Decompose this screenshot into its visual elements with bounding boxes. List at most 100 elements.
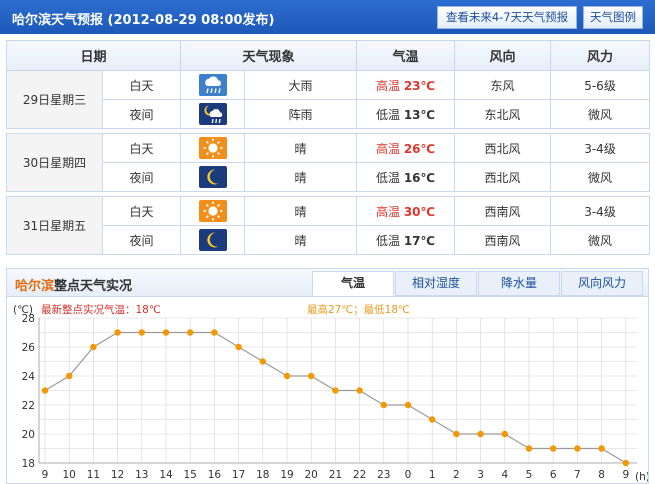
city-name: 哈尔滨 [15, 279, 55, 294]
x-tick-label: 2 [453, 469, 460, 481]
forecast-panel: 哈尔滨天气预报 (2012-08-29 08:00发布) 查看未来4-7天天气预… [0, 0, 655, 255]
night-shower-icon [198, 103, 227, 125]
temperature-point [332, 387, 339, 394]
temperature-point [477, 430, 484, 438]
forecast-wind-direction: 东北风 [454, 99, 552, 129]
moon-icon [198, 166, 227, 188]
temperature-point [283, 372, 291, 380]
x-tick-label: 3 [477, 469, 484, 481]
temperature-value: 17℃ [403, 233, 436, 248]
temperature-label: 低温 [375, 233, 400, 248]
forecast-wind-force: 微风 [550, 99, 651, 129]
forecast-period: 白天 [101, 70, 182, 100]
temperature-point [162, 329, 170, 336]
max-min-temperature-note: 最高27℃；最低18℃ [307, 303, 410, 316]
sun-icon [198, 137, 227, 159]
x-tick-label: 18 [256, 469, 269, 481]
temperature-label: 低温 [375, 107, 400, 122]
forecast-wind-direction: 西南风 [454, 196, 552, 226]
x-tick-label: 11 [87, 469, 100, 481]
x-tick-label: 4 [501, 469, 508, 481]
forecast-temperature: 高温 26℃ [356, 133, 456, 163]
forecast-temperature: 高温 30℃ [356, 196, 456, 226]
hourly-title-text: 整点天气实况 [54, 279, 133, 294]
x-tick-label: 5 [526, 469, 533, 481]
forecast-period: 夜间 [101, 225, 182, 255]
y-tick-label: 26 [22, 342, 36, 354]
x-tick-label: 13 [135, 469, 148, 481]
x-tick-label: 6 [550, 469, 557, 481]
future-week-button[interactable]: 查看未来4-7天天气预报 [437, 6, 577, 29]
forecast-wind-force: 3-4级 [550, 133, 651, 163]
rain-cloud-icon [198, 74, 227, 96]
forecast-weather: 晴 [244, 225, 358, 255]
x-tick-label: 21 [329, 469, 342, 481]
hourly-observation-panel: 哈尔滨整点天气实况 气温 相对湿度 降水量 风向风力 (℃) 最新整点实况气温：… [6, 268, 649, 484]
temperature-point [66, 372, 73, 380]
moon-icon [198, 229, 227, 251]
forecast-icon-cell [180, 162, 246, 192]
forecast-icon-cell [180, 133, 246, 163]
x-tick-label: 14 [159, 469, 173, 481]
weather-legend-button[interactable]: 天气图例 [583, 6, 643, 29]
forecast-wind-direction: 西北风 [454, 133, 552, 163]
temperature-point [41, 387, 49, 394]
temperature-point [235, 343, 242, 351]
hourly-observation-header: 哈尔滨整点天气实况 气温 相对湿度 降水量 风向风力 [7, 269, 648, 297]
latest-temperature-note: 最新整点实况气温：18℃ [41, 303, 161, 316]
forecast-row: 29日星期三 白天 大雨 高温 23℃ 东风 5-6级 [6, 70, 651, 129]
temperature-value: 30℃ [403, 204, 436, 219]
forecast-row: 30日星期四 白天晴高温 26℃ 西北风 3-4级 [6, 133, 651, 192]
temperature-point [138, 329, 145, 336]
forecast-row: 31日星期五 白天晴高温 30℃ 西南风 3-4级 [6, 196, 651, 255]
forecast-wind-direction: 西南风 [454, 225, 552, 255]
forecast-weather: 晴 [244, 133, 358, 163]
x-tick-label: 15 [184, 469, 197, 481]
temperature-point [380, 401, 387, 409]
forecast-temperature: 低温 16℃ [356, 162, 456, 192]
temperature-line-chart: (℃) 最新整点实况气温：18℃ 最高27℃；最低18℃ 18202224262… [13, 303, 648, 483]
temperature-point [308, 372, 315, 380]
forecast-date: 31日星期五 [6, 196, 103, 255]
temperature-point [550, 445, 557, 452]
temperature-value: 13℃ [403, 107, 436, 122]
x-tick-label: 17 [232, 469, 245, 481]
temperature-point [114, 329, 121, 336]
temperature-point [404, 401, 412, 409]
x-axis-unit: (h) [635, 471, 648, 483]
tab-wind[interactable]: 风向风力 [561, 271, 643, 296]
x-tick-label: 7 [574, 469, 581, 481]
forecast-wind-force: 微风 [550, 225, 651, 255]
tab-precipitation[interactable]: 降水量 [478, 271, 560, 296]
forecast-header: 哈尔滨天气预报 (2012-08-29 08:00发布) 查看未来4-7天天气预… [0, 0, 655, 34]
x-tick-label: 9 [42, 469, 49, 481]
y-tick-label: 22 [22, 400, 35, 412]
forecast-wind-force: 3-4级 [550, 196, 651, 226]
temperature-point [598, 445, 605, 452]
column-temperature: 气温 [356, 40, 456, 71]
column-wind-direction: 风向 [454, 40, 552, 71]
forecast-table: 日期 天气现象 气温 风向 风力 29日星期三 白天 大雨 高温 23℃ 东风 5-6级夜… [5, 40, 651, 255]
forecast-weather: 晴 [244, 196, 358, 226]
temperature-point [90, 343, 97, 351]
x-tick-label: 19 [280, 469, 293, 481]
temperature-value: 23℃ [403, 78, 436, 93]
temperature-point [429, 416, 436, 423]
temperature-label: 高温 [375, 78, 400, 93]
forecast-weather: 阵雨 [244, 99, 358, 129]
forecast-date: 30日星期四 [6, 133, 103, 192]
temperature-point [453, 430, 460, 438]
tab-humidity[interactable]: 相对湿度 [395, 271, 477, 296]
x-tick-label: 1 [429, 469, 436, 481]
forecast-weather: 大雨 [244, 70, 358, 100]
forecast-weather: 晴 [244, 162, 358, 192]
temperature-point [356, 387, 363, 394]
forecast-row: 夜间 阵雨 低温 13℃ 东北风 微风 [7, 99, 651, 129]
forecast-wind-force: 5-6级 [550, 70, 651, 100]
x-tick-label: 20 [305, 469, 318, 481]
tab-temperature[interactable]: 气温 [312, 271, 394, 296]
forecast-wind-direction: 西北风 [454, 162, 552, 192]
temperature-label: 高温 [375, 204, 400, 219]
temperature-series [41, 329, 629, 467]
temperature-point [525, 445, 533, 452]
